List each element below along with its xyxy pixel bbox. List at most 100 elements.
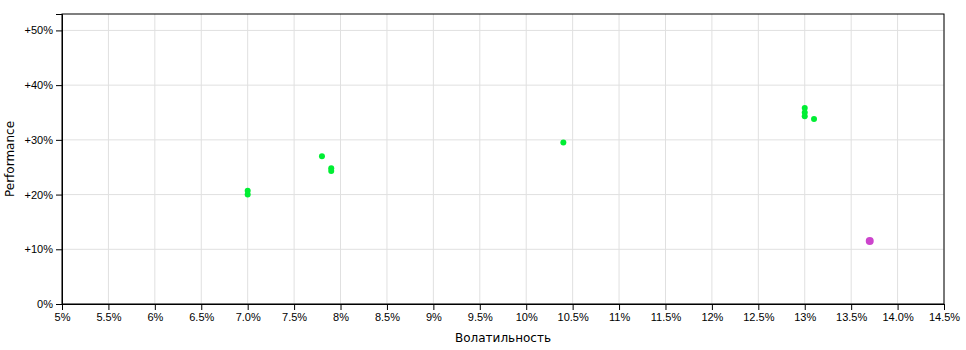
tick-mark bbox=[155, 304, 156, 310]
tick: 11.5% bbox=[651, 304, 682, 323]
tick-mark bbox=[56, 304, 62, 305]
tick-mark bbox=[294, 304, 295, 310]
grid-line bbox=[386, 14, 387, 304]
tick-label: +10% bbox=[25, 243, 54, 255]
tick-mark bbox=[665, 304, 666, 310]
tick-mark bbox=[758, 304, 759, 310]
grid-line bbox=[804, 14, 805, 304]
grid-line bbox=[108, 14, 109, 304]
tick-mark bbox=[805, 304, 806, 310]
tick-label: 6% bbox=[147, 311, 163, 323]
tick-mark bbox=[573, 304, 574, 310]
tick-label: 7.5% bbox=[282, 311, 307, 323]
tick-label: 14.0% bbox=[882, 311, 913, 323]
tick: 13% bbox=[794, 304, 816, 323]
tick: 13.5% bbox=[836, 304, 867, 323]
tick-label: 13% bbox=[794, 311, 816, 323]
tick-label: 8% bbox=[333, 311, 349, 323]
grid-line bbox=[294, 14, 295, 304]
tick: 10% bbox=[516, 304, 538, 323]
y-axis: 0% +10% +20% +30% +40% +50% bbox=[25, 15, 63, 311]
grid-line bbox=[62, 30, 944, 31]
tick: 8% bbox=[333, 304, 349, 323]
grid-line bbox=[201, 14, 202, 304]
series bbox=[245, 105, 817, 197]
tick-mark bbox=[387, 304, 388, 310]
tick-label: 12% bbox=[701, 311, 723, 323]
tick-label: 12.5% bbox=[743, 311, 774, 323]
tick-mark bbox=[712, 304, 713, 310]
tick-label: 14.5% bbox=[929, 311, 960, 323]
tick-label: 0% bbox=[37, 298, 53, 310]
tick-mark bbox=[341, 304, 342, 310]
tick-label: 8.5% bbox=[375, 311, 400, 323]
tick: +30% bbox=[25, 134, 62, 146]
point bbox=[319, 153, 325, 159]
tick: 5.5% bbox=[96, 304, 121, 323]
tick: 9.5% bbox=[468, 304, 493, 323]
tick-mark bbox=[851, 304, 852, 310]
tick: 8.5% bbox=[375, 304, 400, 323]
grid-line bbox=[62, 249, 944, 250]
point bbox=[560, 140, 566, 146]
tick-mark bbox=[108, 304, 109, 310]
tick-mark bbox=[619, 304, 620, 310]
tick: 14.0% bbox=[882, 304, 913, 323]
tick: +40% bbox=[25, 79, 62, 91]
tick-mark bbox=[201, 304, 202, 310]
grid-line bbox=[62, 194, 944, 195]
grid-line bbox=[154, 14, 155, 304]
grid-line bbox=[897, 14, 898, 304]
point bbox=[802, 113, 808, 119]
tick: 12% bbox=[701, 304, 723, 323]
tick-mark bbox=[56, 85, 62, 86]
grid-line bbox=[479, 14, 480, 304]
x-axis: 5%5.5%6%6.5%7.0%7.5%8%8.5%9%9.5%10%10.5%… bbox=[55, 304, 961, 323]
tick-label: 6.5% bbox=[189, 311, 214, 323]
series bbox=[866, 237, 874, 245]
tick: +20% bbox=[25, 189, 62, 201]
tick: 5% bbox=[55, 304, 71, 323]
plot: 5%5.5%6%6.5%7.0%7.5%8%8.5%9%9.5%10%10.5%… bbox=[25, 14, 961, 323]
points bbox=[245, 105, 874, 245]
tick: 7.0% bbox=[236, 304, 261, 323]
tick-mark bbox=[56, 30, 62, 31]
point bbox=[245, 192, 251, 198]
chart: 5%5.5%6%6.5%7.0%7.5%8%8.5%9%9.5%10%10.5%… bbox=[0, 0, 966, 350]
tick-label: 5% bbox=[55, 311, 71, 323]
tick-label: 9.5% bbox=[468, 311, 493, 323]
grid-line bbox=[758, 14, 759, 304]
grid-line bbox=[665, 14, 666, 304]
tick-mark bbox=[898, 304, 899, 310]
tick: 7.5% bbox=[282, 304, 307, 323]
tick-label: 7.0% bbox=[236, 311, 261, 323]
tick: 10.5% bbox=[558, 304, 589, 323]
grid-line bbox=[62, 139, 944, 140]
plot-frame bbox=[62, 14, 944, 304]
grid-line bbox=[572, 14, 573, 304]
tick-mark bbox=[526, 304, 527, 310]
tick-label: +40% bbox=[25, 79, 54, 91]
point bbox=[811, 116, 817, 122]
tick: +10% bbox=[25, 243, 62, 255]
grid-line bbox=[433, 14, 434, 304]
tick-label: 11.5% bbox=[651, 311, 682, 323]
tick: 14.5% bbox=[929, 304, 960, 323]
tick-label: 11% bbox=[609, 311, 630, 323]
tick: +50% bbox=[25, 24, 62, 36]
tick-mark bbox=[56, 140, 62, 141]
grid bbox=[62, 14, 944, 304]
point bbox=[866, 237, 874, 245]
tick: 0% bbox=[37, 298, 62, 310]
tick-mark bbox=[433, 304, 434, 310]
y-axis-title: Performance bbox=[3, 121, 17, 197]
tick: 12.5% bbox=[743, 304, 774, 323]
tick-label: 13.5% bbox=[836, 311, 867, 323]
tick: 6% bbox=[147, 304, 163, 323]
tick-label: 5.5% bbox=[96, 311, 121, 323]
grid-line bbox=[851, 14, 852, 304]
axis-line bbox=[56, 15, 63, 305]
grid-line bbox=[340, 14, 341, 304]
tick-label: 10% bbox=[516, 311, 538, 323]
tick-mark bbox=[248, 304, 249, 310]
